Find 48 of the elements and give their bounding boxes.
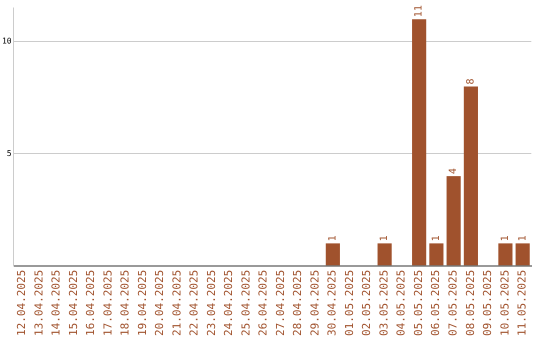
x-tick-label: 09.05.2025 [481, 270, 494, 336]
x-tick-label: 15.04.2025 [66, 270, 80, 336]
x-tick-label: 24.04.2025 [222, 270, 236, 336]
bar [412, 19, 426, 266]
x-tick-label: 03.05.2025 [377, 270, 390, 336]
x-tick-label: 16.04.2025 [84, 270, 98, 336]
bar [446, 176, 461, 266]
x-tick-label: 01.05.2025 [342, 270, 356, 336]
data-label: 4 [448, 168, 460, 174]
data-label: 1 [327, 235, 338, 242]
data-label: 11 [414, 5, 425, 18]
x-tick-label: 07.05.2025 [446, 270, 460, 336]
data-label: 1 [430, 235, 442, 242]
bar [378, 243, 392, 266]
bar [516, 243, 530, 266]
data-label: 1 [379, 235, 390, 242]
data-label: 8 [465, 78, 476, 84]
x-tick-label: 14.04.2025 [50, 270, 63, 336]
x-tick-label: 20.04.2025 [153, 270, 166, 336]
bar [429, 243, 444, 266]
x-tick-label: 13.04.2025 [32, 270, 46, 336]
y-tick-label: 10 [2, 36, 12, 46]
x-tick-label: 17.04.2025 [101, 270, 114, 336]
x-tick-label: 19.04.2025 [136, 270, 149, 336]
x-tick-label: 28.04.2025 [291, 270, 304, 336]
bar [326, 243, 340, 266]
x-tick-label: 05.05.2025 [412, 270, 425, 336]
x-tick-label: 26.04.2025 [256, 270, 270, 336]
x-tick-label: 10.05.2025 [498, 270, 512, 336]
x-tick-label: 30.04.2025 [326, 270, 339, 336]
x-tick-label: 25.04.2025 [239, 270, 252, 336]
x-tick-label: 23.04.2025 [204, 270, 218, 336]
bar [498, 243, 512, 266]
y-tick-label: 5 [6, 148, 12, 158]
x-tick-label: 11.05.2025 [516, 270, 529, 336]
x-tick-label: 02.05.2025 [360, 270, 374, 336]
x-tick-label: 06.05.2025 [429, 270, 442, 336]
x-tick-label: 29.04.2025 [308, 270, 322, 336]
x-tick-label: 08.05.2025 [464, 270, 477, 336]
bar [464, 86, 478, 266]
x-tick-label: 12.04.2025 [15, 270, 28, 336]
data-label: 1 [500, 235, 512, 242]
x-tick-label: 04.05.2025 [394, 270, 408, 336]
x-tick-label: 21.04.2025 [170, 270, 184, 336]
x-tick-label: 27.04.2025 [274, 270, 287, 336]
x-tick-label: 18.04.2025 [118, 270, 132, 336]
data-label: 1 [517, 235, 528, 242]
x-tick-label: 22.04.2025 [188, 270, 201, 336]
